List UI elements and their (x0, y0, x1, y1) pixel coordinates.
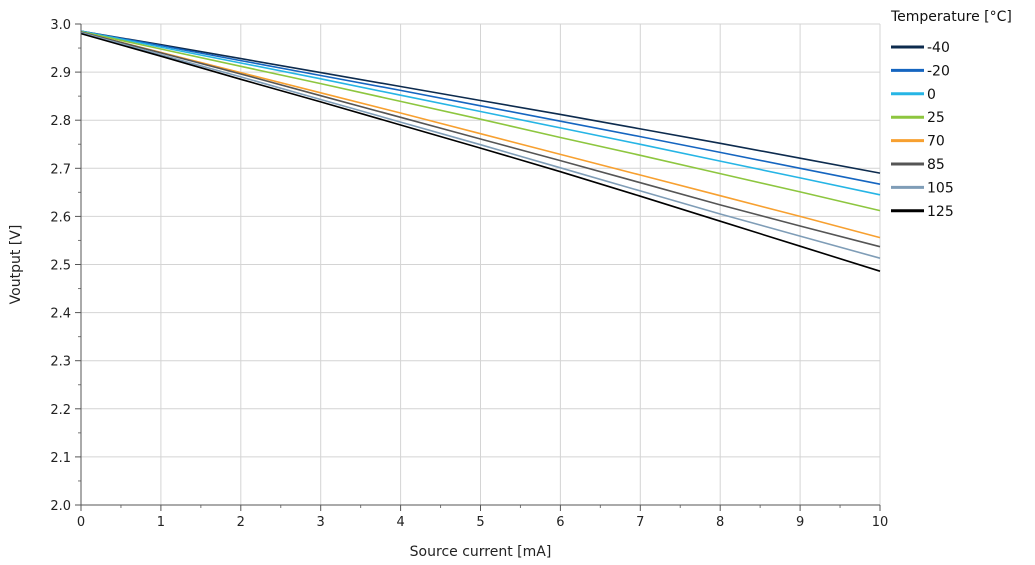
legend-label: 70 (927, 134, 945, 150)
series-line-0 (80, 30, 881, 196)
y-tick-label: 2.2 (50, 403, 71, 418)
x-tick-label: 7 (636, 515, 644, 530)
y-tick-label: 2.7 (50, 162, 71, 177)
series-line-85 (80, 31, 881, 248)
legend: Temperature [°C] -40 -20 0 25 70 85 105 125 (890, 9, 1012, 220)
legend-label: 0 (927, 87, 936, 103)
x-tick-label: 6 (556, 515, 564, 530)
x-tick-label: 9 (796, 515, 804, 530)
legend-label: 105 (927, 180, 954, 196)
series-line--20 (80, 30, 881, 185)
legend-title: Temperature [°C] (890, 9, 1012, 25)
y-axis-title: Voutput [V] (8, 225, 24, 305)
x-tick-label: 2 (237, 515, 245, 530)
legend-label: 25 (927, 110, 945, 126)
y-tick-label: 2.3 (50, 355, 71, 370)
x-tick-label: 10 (872, 515, 889, 530)
y-tick-label: 2.9 (50, 66, 71, 81)
series-line-70 (80, 31, 881, 239)
y-tick-label: 2.1 (50, 451, 71, 466)
series-line-105 (80, 31, 881, 259)
legend-label: 85 (927, 157, 945, 173)
x-tick-label: 1 (157, 515, 165, 530)
x-tick-label: 5 (476, 515, 484, 530)
legend-label: -20 (927, 63, 950, 79)
x-axis-title: Source current [mA] (410, 544, 552, 560)
series-lines (80, 30, 881, 272)
x-tick-label: 0 (77, 515, 85, 530)
legend-label: 125 (927, 204, 954, 220)
y-tick-label: 2.4 (50, 307, 71, 322)
y-tick-label: 2.8 (50, 114, 71, 129)
y-tick-label: 2.5 (50, 259, 71, 274)
series-line-25 (80, 30, 881, 212)
series-line-125 (80, 32, 881, 272)
grid (81, 23, 881, 505)
legend-label: -40 (927, 40, 950, 56)
axes: 0 1 2 3 4 5 6 7 8 9 10 2.0 2.1 2.2 2.3 2.4 2.5 2.6 2.7 2.8 2… (50, 18, 888, 530)
series-line--40 (80, 30, 881, 174)
x-tick-label: 8 (716, 515, 724, 530)
y-tick-label: 2.0 (50, 499, 71, 514)
y-tick-label: 2.6 (50, 210, 71, 225)
x-tick-label: 3 (317, 515, 325, 530)
y-tick-label: 3.0 (50, 18, 71, 33)
x-tick-label: 4 (396, 515, 404, 530)
